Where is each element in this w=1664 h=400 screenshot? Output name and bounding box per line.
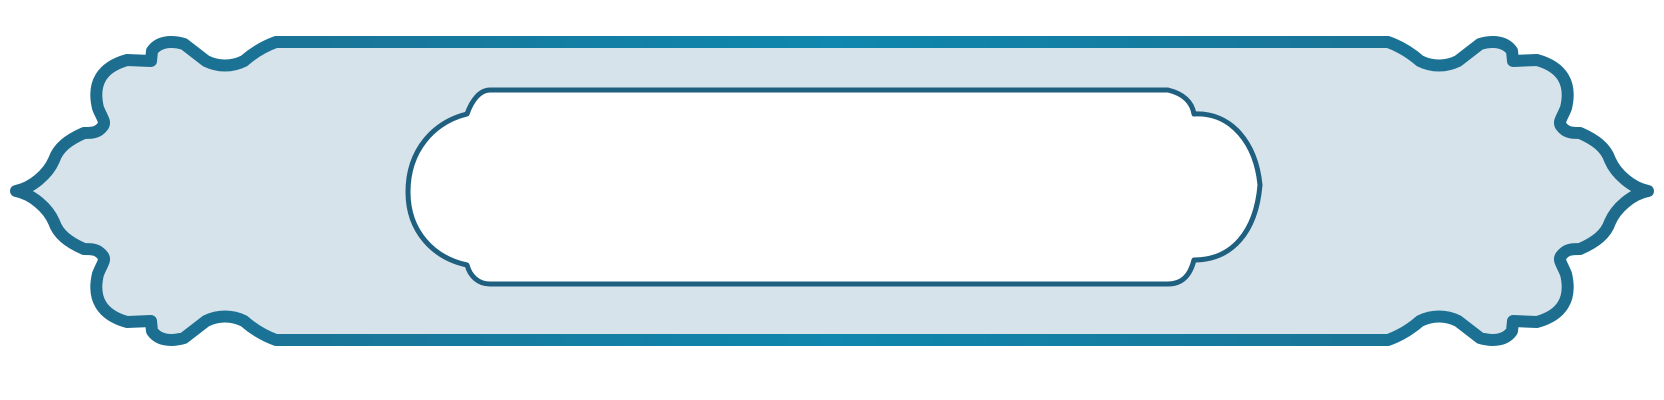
- inner-panel: [405, 87, 1263, 287]
